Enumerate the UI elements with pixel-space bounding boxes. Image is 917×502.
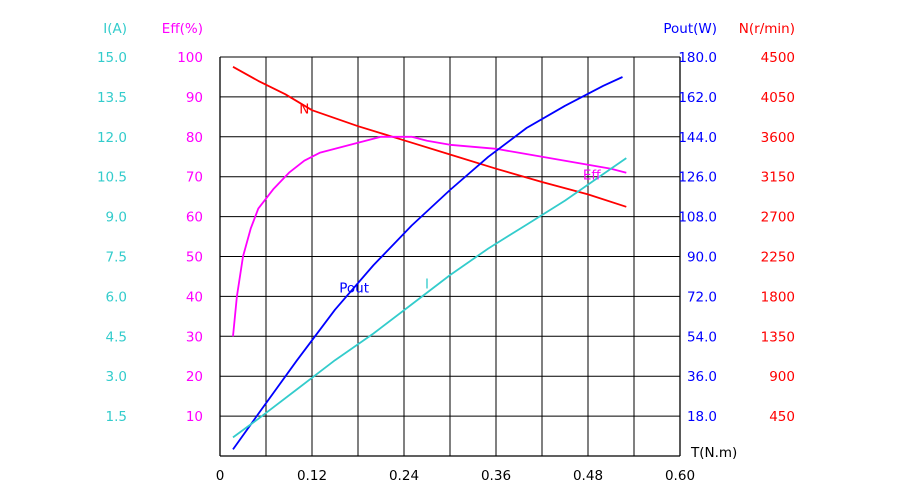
axis-title-eff: Eff(%) <box>162 21 203 37</box>
x-tick-label: 0.24 <box>389 468 419 484</box>
tick-label-i: 12.0 <box>97 130 127 146</box>
tick-label-eff: 70 <box>186 170 203 186</box>
series-line-n <box>232 66 627 208</box>
tick-label-n: 3600 <box>761 130 795 146</box>
tick-label-pout: 162.0 <box>678 90 717 106</box>
tick-label-eff: 10 <box>186 409 203 425</box>
tick-label-pout: 18.0 <box>687 409 717 425</box>
tick-label-i: 6.0 <box>106 289 127 305</box>
tick-label-n: 2250 <box>761 250 795 266</box>
series-line-eff <box>232 135 627 337</box>
plot-grid <box>219 56 681 457</box>
left-axes: I(A) 15.0 13.5 12.0 10.5 9.0 7.5 6.0 4.5 3.0 1.5 Ef… <box>97 21 203 425</box>
x-tick-label: 0.48 <box>573 468 603 484</box>
tick-label-n: 1800 <box>761 289 795 305</box>
tick-label-eff: 90 <box>186 90 203 106</box>
tick-label-i: 1.5 <box>106 409 127 425</box>
series-label-eff: Eff <box>583 167 602 183</box>
tick-label-n: 1350 <box>761 329 795 345</box>
tick-label-i: 9.0 <box>106 210 127 226</box>
tick-label-pout: 144.0 <box>678 130 717 146</box>
tick-label-pout: 72.0 <box>687 289 717 305</box>
tick-label-eff: 20 <box>186 369 203 385</box>
axis-title-n: N(r/min) <box>739 21 795 37</box>
x-axis-title: T(N.m) <box>690 445 737 461</box>
tick-label-pout: 126.0 <box>678 170 717 186</box>
tick-label-eff: 100 <box>177 50 203 66</box>
tick-label-n: 4050 <box>761 90 795 106</box>
tick-label-n: 4500 <box>761 50 795 66</box>
tick-label-eff: 40 <box>186 289 203 305</box>
tick-label-eff: 80 <box>186 130 203 146</box>
series-labels: N Eff Pout I <box>299 102 601 297</box>
tick-label-n: 2700 <box>761 210 795 226</box>
tick-label-i: 7.5 <box>106 250 127 266</box>
series-lines <box>232 66 627 450</box>
tick-label-pout: 90.0 <box>687 250 717 266</box>
tick-label-eff: 50 <box>186 250 203 266</box>
tick-label-i: 3.0 <box>106 369 127 385</box>
x-tick-label: 0.12 <box>297 468 327 484</box>
tick-label-eff: 30 <box>186 329 203 345</box>
series-line-pout <box>232 76 623 450</box>
tick-label-eff: 60 <box>186 210 203 226</box>
tick-label-pout: 180.0 <box>678 50 717 66</box>
series-label-i: I <box>425 277 429 293</box>
tick-label-n: 450 <box>769 409 795 425</box>
tick-label-pout: 54.0 <box>687 329 717 345</box>
tick-label-i: 10.5 <box>97 170 127 186</box>
tick-label-n: 900 <box>769 369 795 385</box>
x-axis: 0 0.12 0.24 0.36 0.48 0.60 T(N.m) <box>216 445 738 484</box>
tick-label-i: 15.0 <box>97 50 127 66</box>
tick-label-n: 3150 <box>761 170 795 186</box>
tick-label-pout: 108.0 <box>678 210 717 226</box>
tick-label-pout: 36.0 <box>687 369 717 385</box>
series-label-n: N <box>299 102 309 118</box>
x-tick-label: 0.36 <box>481 468 511 484</box>
x-tick-label: 0.60 <box>665 468 695 484</box>
tick-label-i: 4.5 <box>106 329 127 345</box>
x-tick-label: 0 <box>216 468 225 484</box>
axis-title-pout: Pout(W) <box>663 21 717 37</box>
right-axes: Pout(W) 180.0 162.0 144.0 126.0 108.0 90.0 72.0… <box>663 21 795 425</box>
axis-title-i: I(A) <box>103 21 127 37</box>
series-label-pout: Pout <box>339 281 369 297</box>
tick-label-i: 13.5 <box>97 90 127 106</box>
series-line-i <box>232 157 627 439</box>
